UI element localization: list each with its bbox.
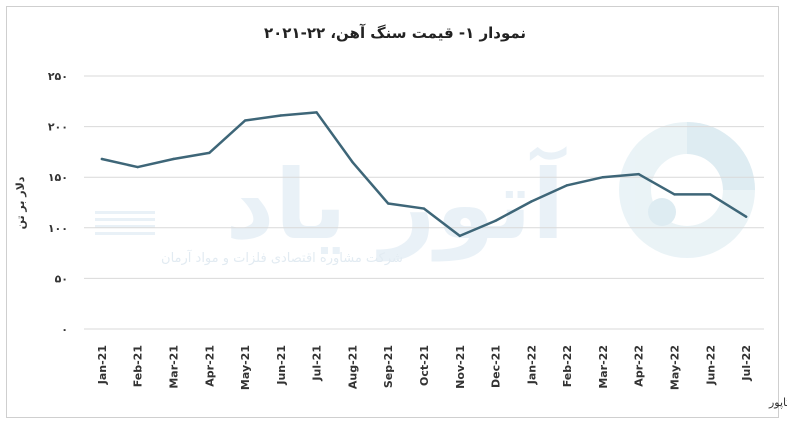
y-tick-label: ۲۵۰ — [48, 70, 68, 83]
data-point — [601, 176, 605, 179]
x-axis-ticks: Jan-21 Feb-21 Mar-21 Apr-21 May-21 Jun-21 Jul-… — [96, 345, 753, 390]
x-tick-label: Jan-21 — [96, 345, 109, 385]
x-tick-label: Aug-21 — [346, 345, 359, 389]
y-axis-ticks: ۰ ۵۰ ۱۰۰ ۱۵۰ ۲۰۰ ۲۵۰ — [48, 70, 68, 336]
data-point — [744, 215, 748, 218]
watermark-logo-icon — [619, 122, 755, 258]
x-tick-label: Feb-21 — [132, 345, 145, 387]
chart-title: نمودار ۱- قیمت سنگ آهن، ۲۲-۲۰۲۱ — [264, 24, 526, 42]
data-point — [136, 165, 139, 169]
grid-lines — [84, 75, 764, 330]
data-point — [100, 157, 104, 161]
x-tick-label: Jul-21 — [311, 345, 324, 382]
data-point — [279, 114, 283, 117]
data-point — [494, 219, 497, 222]
data-point — [637, 172, 640, 176]
watermark-subtitle: شرکت مشاوره اقتصادی فلزات و مواد آرمان — [161, 249, 403, 266]
x-tick-label: Jul-22 — [740, 345, 753, 382]
series-layer — [100, 111, 748, 238]
x-tick-label: Sep-21 — [382, 345, 395, 388]
x-tick-label: Jan-22 — [525, 345, 538, 385]
y-tick-label: ۲۰۰ — [48, 121, 68, 134]
x-tick-label: Apr-22 — [633, 345, 646, 387]
data-point — [387, 202, 390, 205]
data-point — [243, 119, 247, 122]
data-point — [208, 151, 211, 155]
y-tick-label: ۱۵۰ — [48, 171, 68, 184]
source-note: منبع: قیمت شاخص سنگ آهن ۶۲ درصد سنگاپور — [768, 395, 787, 409]
data-point — [530, 200, 533, 203]
data-point — [351, 160, 354, 164]
y-tick-label: ۱۰۰ — [48, 222, 68, 235]
y-tick-label: ۰ — [61, 323, 68, 336]
watermark-stripes-icon — [95, 211, 155, 235]
y-axis-label: دلار بر تن — [14, 176, 27, 229]
data-point — [422, 207, 426, 210]
x-tick-label: Oct-21 — [418, 345, 431, 386]
x-tick-label: Jun-22 — [704, 345, 717, 386]
x-tick-label: Apr-21 — [203, 345, 216, 387]
x-tick-label: Nov-21 — [454, 345, 467, 389]
data-point — [172, 157, 175, 161]
data-point — [565, 184, 569, 187]
x-tick-label: Dec-21 — [490, 345, 503, 388]
data-point — [673, 193, 676, 196]
x-tick-label: Feb-22 — [561, 345, 574, 387]
data-point — [709, 193, 712, 196]
x-tick-label: May-21 — [239, 345, 252, 390]
data-point — [315, 111, 318, 114]
data-point — [458, 234, 461, 238]
x-tick-label: May-22 — [669, 345, 682, 390]
x-tick-label: Mar-22 — [597, 345, 610, 389]
y-tick-label: ۵۰ — [55, 272, 68, 285]
x-tick-label: Mar-21 — [167, 345, 180, 389]
x-tick-label: Jun-21 — [275, 345, 288, 386]
